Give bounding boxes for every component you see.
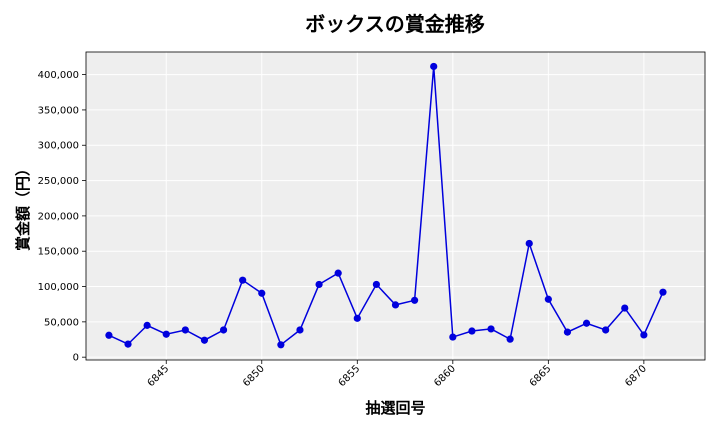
data-point [162, 330, 170, 338]
y-tick-label: 400,000 [38, 70, 79, 81]
data-point [525, 239, 533, 248]
data-point [334, 269, 342, 277]
data-point [105, 331, 113, 339]
data-point [659, 288, 667, 296]
data-point [219, 326, 228, 334]
x-tick-label: 6855 [337, 363, 363, 389]
y-axis-label: 賞金額（円） [14, 161, 32, 251]
data-point [411, 296, 419, 304]
data-point [315, 280, 323, 289]
data-point [391, 301, 400, 309]
data-point [602, 326, 610, 334]
data-point [143, 321, 151, 329]
data-point [124, 340, 132, 348]
data-point [582, 319, 591, 327]
series-layer [105, 62, 667, 349]
data-point [563, 328, 572, 336]
data-point [258, 289, 266, 297]
plot-area [86, 52, 705, 360]
y-tick-label: 0 [73, 353, 79, 364]
grid [86, 52, 705, 360]
y-tick-label: 200,000 [38, 211, 79, 222]
data-point [277, 341, 285, 349]
x-tick-label: 6850 [241, 363, 267, 389]
y-tick-label: 250,000 [38, 176, 79, 187]
y-tick-label: 350,000 [38, 105, 79, 116]
data-point [296, 326, 304, 334]
data-point [640, 331, 648, 339]
x-tick-label: 6845 [146, 363, 172, 389]
data-point [181, 326, 189, 334]
data-point [430, 62, 438, 71]
data-point [353, 314, 361, 322]
data-point [487, 325, 495, 333]
data-point [449, 333, 457, 341]
y-tick-label: 300,000 [38, 141, 79, 152]
y-tick-label: 150,000 [38, 247, 79, 258]
x-tick-label: 6870 [623, 363, 649, 389]
data-point [468, 327, 476, 335]
axes: 0 50,000 100,000 150,000 200,000 250,000 300,0… [38, 51, 706, 389]
y-tick-label: 100,000 [38, 282, 79, 293]
y-tick-label: 50,000 [44, 317, 79, 328]
data-point [372, 280, 380, 289]
chart-title: ボックスの賞金推移 [305, 12, 484, 36]
data-point [621, 304, 629, 312]
x-tick-label: 6865 [528, 363, 554, 389]
plot-frame [85, 51, 706, 361]
data-point [200, 336, 209, 344]
x-axis-label: 抽選回号 [365, 399, 425, 417]
data-point [239, 276, 247, 284]
data-point [544, 295, 552, 303]
data-point [506, 335, 514, 343]
x-tick-label: 6860 [432, 363, 458, 389]
